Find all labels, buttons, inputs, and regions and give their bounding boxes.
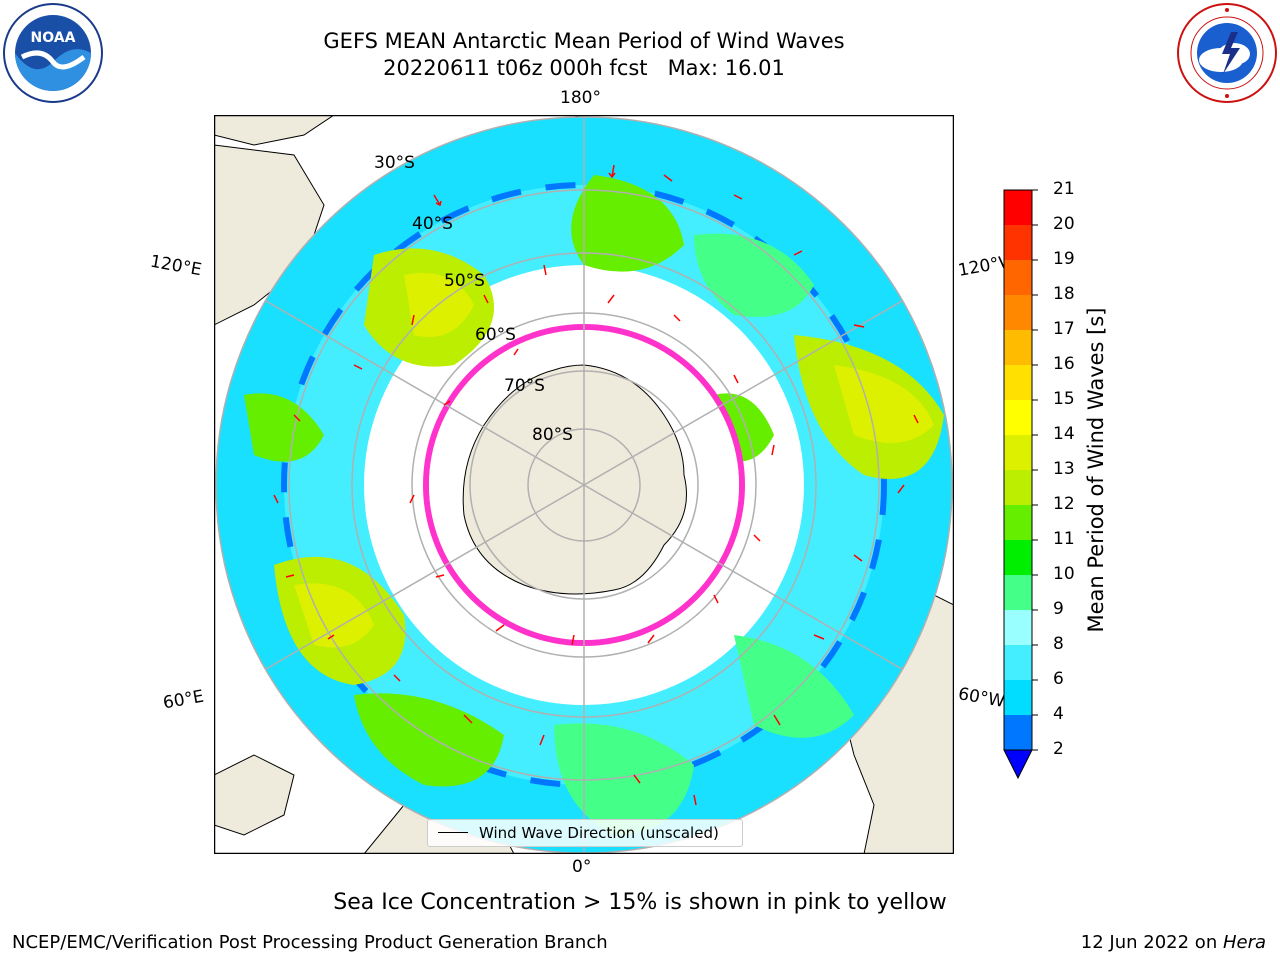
- colorbar-segment: [1004, 365, 1032, 401]
- lat-label-70: 70°S: [504, 376, 545, 396]
- colorbar-tick-label: 17: [1053, 319, 1075, 339]
- colorbar-segment: [1004, 260, 1032, 296]
- colorbar-label: Mean Period of Wind Waves [s]: [1084, 307, 1108, 633]
- lat-label-80: 80°S: [532, 425, 573, 445]
- lat-label-60: 60°S: [475, 325, 516, 345]
- footer-date-text: 12 Jun 2022 on: [1080, 932, 1223, 953]
- colorbar-tick-label: 21: [1053, 179, 1075, 199]
- colorbar-extend-min: [1003, 749, 1033, 780]
- land-africa: [214, 754, 295, 836]
- colorbar-segment: [1004, 610, 1032, 646]
- colorbar-segment: [1004, 295, 1032, 331]
- colorbar-segment: [1004, 225, 1032, 261]
- colorbar: [1003, 189, 1038, 780]
- colorbar-tick-label: 12: [1053, 494, 1075, 514]
- land-australia: [214, 115, 335, 146]
- colorbar-segment: [1004, 435, 1032, 471]
- colorbar-tick-label: 14: [1053, 424, 1075, 444]
- sea-ice-note: Sea Ice Concentration > 15% is shown in …: [333, 890, 947, 915]
- colorbar-tick-label: 9: [1053, 599, 1064, 619]
- colorbar-segment: [1004, 330, 1032, 366]
- nws-logo: [1177, 3, 1277, 103]
- lat-label-50: 50°S: [444, 271, 485, 291]
- colorbar-segment: [1004, 540, 1032, 576]
- noaa-logo-text: NOAA: [31, 30, 76, 46]
- colorbar-segment: [1004, 645, 1032, 681]
- map-title: GEFS MEAN Antarctic Mean Period of Wind …: [323, 29, 845, 53]
- lat-label-30: 30°S: [374, 153, 415, 173]
- footer-host: Hera: [1222, 932, 1266, 953]
- colorbar-tick-label: 2: [1053, 739, 1064, 759]
- lon-label-0: 0°: [572, 857, 592, 877]
- colorbar-tick-label: 19: [1053, 249, 1075, 269]
- colorbar-tick-label: 10: [1053, 564, 1075, 584]
- colorbar-segment: [1004, 190, 1032, 226]
- noaa-logo: NOAA: [3, 3, 103, 103]
- colorbar-segment: [1004, 575, 1032, 611]
- colorbar-tick-label: 11: [1053, 529, 1075, 549]
- colorbar-segment: [1004, 470, 1032, 506]
- colorbar-segment: [1004, 680, 1032, 716]
- map-subtitle: 20220611 t06z 000h fcst Max: 16.01: [383, 56, 785, 80]
- colorbar-tick-label: 13: [1053, 459, 1075, 479]
- map-legend: Wind Wave Direction (unscaled): [427, 819, 743, 847]
- lon-label-120e: 120°E: [148, 251, 204, 281]
- lat-label-40: 40°S: [412, 214, 453, 234]
- colorbar-tick-label: 18: [1053, 284, 1075, 304]
- colorbar-tick-label: 15: [1053, 389, 1075, 409]
- colorbar-segment: [1004, 505, 1032, 541]
- colorbar-tick-label: 8: [1053, 634, 1064, 654]
- polar-map: 30°S 40°S 50°S 60°S 70°S 80°S: [214, 115, 954, 854]
- footer-date: 12 Jun 2022 on Hera: [1081, 932, 1266, 953]
- colorbar-tick-label: 6: [1053, 669, 1064, 689]
- colorbar-segment: [1004, 400, 1032, 436]
- wind-wave-arrows: [273, 164, 919, 806]
- lon-label-180: 180°: [560, 88, 601, 108]
- colorbar-tick-label: 20: [1053, 214, 1075, 234]
- colorbar-tick-label: 4: [1053, 704, 1064, 724]
- footer-credit: NCEP/EMC/Verification Post Processing Pr…: [12, 932, 608, 953]
- colorbar-tick-label: 16: [1053, 354, 1075, 374]
- colorbar-segment: [1004, 715, 1032, 751]
- legend-line-swatch: [438, 832, 468, 833]
- lon-label-60e: 60°E: [161, 686, 206, 714]
- legend-label: Wind Wave Direction (unscaled): [479, 824, 719, 842]
